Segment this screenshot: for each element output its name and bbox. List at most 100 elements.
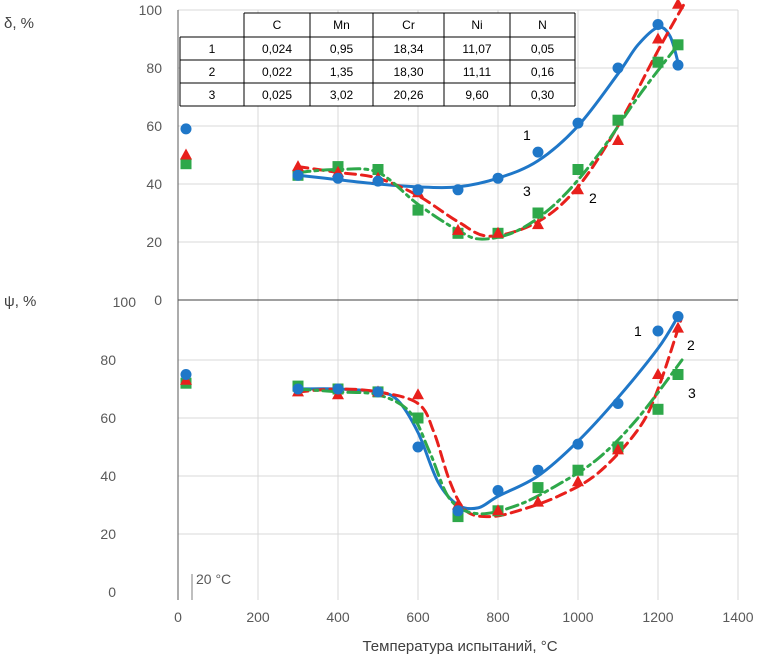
x-tick-label: 1400 [722, 609, 753, 625]
fit-curve-top-series-3 [296, 43, 680, 241]
data-point-top-series-2 [672, 0, 684, 9]
data-point-bottom-series-2 [652, 368, 664, 379]
table-cell: 2 [209, 65, 216, 79]
table-cell: 0,30 [531, 88, 555, 102]
table-cell: 3,02 [330, 88, 354, 102]
data-point-bottom-series-3 [652, 403, 664, 415]
y-tick-label-top: 100 [139, 2, 163, 18]
y-tick-label-bottom: 40 [100, 468, 116, 484]
data-point-top-series-3 [532, 207, 544, 219]
x-axis-title: Температура испытаний, °C [362, 638, 557, 655]
data-point-bottom-series-2 [492, 504, 504, 516]
data-point-top-series-3 [180, 158, 192, 170]
data-point-bottom-series-1 [180, 369, 192, 380]
y-tick-label-top: 40 [146, 176, 162, 192]
table-cell: 11,07 [462, 42, 491, 56]
table-header-cell: N [538, 18, 547, 32]
data-point-top-series-1 [652, 19, 664, 30]
data-point-top-series-1 [492, 172, 504, 184]
table-header-background [244, 13, 575, 37]
y-tick-label-bottom: 60 [100, 410, 116, 426]
y-tick-label-top: 20 [146, 234, 162, 250]
x-tick-label: 0 [174, 609, 182, 625]
curve-label-bottom-2: 2 [687, 337, 695, 353]
x-tick-label: 400 [326, 609, 350, 625]
data-point-bottom-series-1 [292, 383, 304, 395]
data-point-bottom-series-2 [572, 475, 584, 487]
data-point-bottom-series-1 [332, 383, 344, 395]
data-point-bottom-series-1 [372, 386, 384, 398]
data-point-top-series-2 [612, 134, 624, 145]
composition-table: C Mn Cr Ni N 1 0,024 0,95 18,34 11,07 0,05 2 0,022 1,… [179, 12, 576, 107]
y-tick-label-bottom: 80 [100, 352, 116, 368]
data-point-bottom-series-3 [452, 511, 464, 523]
table-cell: 1,35 [330, 65, 354, 79]
data-point-bottom-series-1 [672, 311, 684, 322]
table-cell: 3 [209, 88, 216, 102]
y-tick-label-bottom: 0 [108, 584, 116, 600]
y-tick-label-top: 80 [146, 60, 162, 76]
y-tick-label-bottom: 100 [113, 294, 137, 310]
table-header-cell: Ni [471, 18, 482, 32]
x-tick-label: 600 [406, 609, 430, 625]
fit-curve-bottom-series-3 [296, 358, 684, 516]
data-point-bottom-series-1 [612, 398, 624, 409]
y-tick-label-bottom: 20 [100, 526, 116, 542]
data-point-top-series-1 [292, 169, 304, 181]
table-cell: 0,022 [262, 65, 292, 79]
data-point-bottom-series-1 [572, 438, 584, 450]
data-point-top-series-2 [532, 218, 544, 230]
table-cell: 20,26 [393, 88, 423, 102]
data-point-bottom-series-3 [412, 412, 424, 424]
curve-label-top-1: 1 [523, 127, 531, 143]
data-point-top-series-3 [652, 56, 664, 68]
data-point-top-series-3 [412, 204, 424, 216]
data-point-top-series-2 [180, 148, 192, 160]
temperature-annotation: 20 °C [196, 571, 231, 587]
table-background [180, 37, 575, 106]
x-tick-label: 1200 [642, 609, 673, 625]
curve-label-top-3: 3 [523, 183, 531, 199]
table-cell: 0,024 [262, 42, 292, 56]
data-point-bottom-series-2 [412, 388, 424, 400]
data-point-top-series-2 [492, 226, 504, 238]
table-cell: 18,30 [393, 65, 423, 79]
data-point-top-series-1 [532, 146, 544, 158]
curve-label-top-2: 2 [589, 190, 597, 206]
table-cell: 11,11 [463, 65, 492, 79]
table-cell: 0,16 [531, 65, 555, 79]
data-point-top-series-2 [292, 160, 304, 172]
table-cell: 0,05 [531, 42, 555, 56]
data-points [180, 0, 684, 523]
table-cell: 9,60 [465, 88, 489, 102]
data-point-bottom-series-1 [652, 325, 664, 337]
data-point-bottom-series-1 [452, 505, 464, 517]
data-point-top-series-3 [572, 164, 584, 175]
data-point-top-series-1 [572, 117, 584, 129]
y-tick-label-top: 0 [154, 292, 162, 308]
data-point-top-series-2 [452, 223, 464, 235]
data-point-top-series-1 [412, 184, 424, 196]
y-axis-title-bottom: ψ, % [4, 293, 36, 310]
fit-curve-bottom-series-2 [296, 315, 684, 519]
curve-label-bottom-1: 1 [634, 323, 642, 339]
table-header-cell: Cr [402, 18, 415, 32]
data-point-top-series-2 [572, 183, 584, 195]
table-cell: 18,34 [393, 42, 423, 56]
table-cell: 1 [209, 42, 216, 56]
data-point-top-series-1 [612, 62, 624, 74]
y-tick-label-top: 60 [146, 118, 162, 134]
data-point-top-series-1 [672, 59, 684, 71]
x-tick-label: 800 [486, 609, 510, 625]
table-cell: 0,95 [330, 42, 354, 56]
data-point-bottom-series-3 [572, 464, 584, 476]
x-tick-label: 1000 [562, 609, 593, 625]
data-point-top-series-3 [612, 114, 624, 126]
fit-curve-bottom-series-1 [296, 315, 680, 511]
y-axis-title-top: δ, % [4, 15, 34, 32]
table-header-cell: Mn [333, 18, 350, 32]
data-point-top-series-1 [372, 175, 384, 187]
data-point-top-series-1 [452, 184, 464, 196]
